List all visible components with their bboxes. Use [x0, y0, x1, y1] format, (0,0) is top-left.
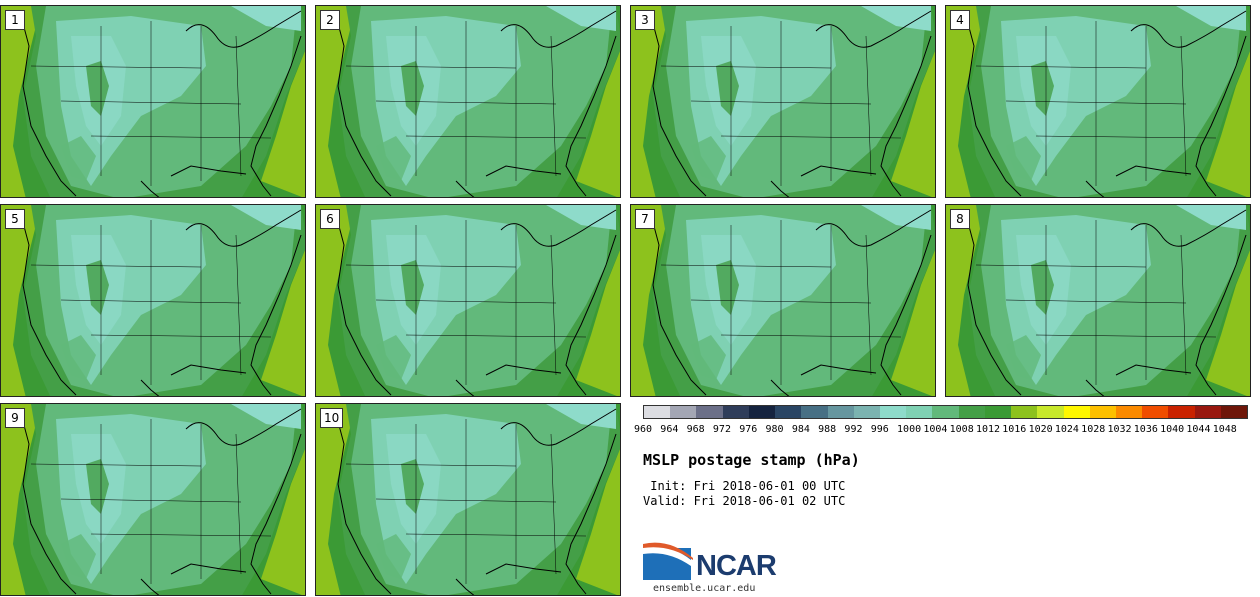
colorbar-tick: 1028	[1081, 424, 1106, 435]
colorbar-tick: 968	[686, 424, 705, 435]
colorbar-swatch	[1194, 406, 1221, 418]
colorbar-tick: 1048	[1212, 424, 1237, 435]
colorbar-tick: 1020	[1028, 424, 1053, 435]
colorbar-tick: 1008	[949, 424, 974, 435]
pressure-colorbar	[643, 405, 1248, 419]
colorbar-swatch	[827, 406, 854, 418]
colorbar-tick: 996	[870, 424, 889, 435]
colorbar-tick: 1024	[1054, 424, 1079, 435]
site-url: ensemble.ucar.edu	[653, 583, 756, 594]
colorbar-swatch	[670, 406, 697, 418]
member-number: 7	[635, 209, 655, 229]
ensemble-member-map-3: 3	[630, 5, 936, 198]
colorbar-tick: 1040	[1160, 424, 1185, 435]
colorbar-tick: 1004	[923, 424, 948, 435]
colorbar-swatch	[1037, 406, 1064, 418]
member-number: 6	[320, 209, 340, 229]
chart-title: MSLP postage stamp (hPa)	[643, 451, 860, 469]
colorbar-swatch	[879, 406, 907, 418]
colorbar-swatch	[1115, 406, 1143, 418]
member-number: 3	[635, 10, 655, 30]
ensemble-member-map-1: 1	[0, 5, 306, 198]
ensemble-member-map-5: 5	[0, 204, 306, 397]
colorbar-tick: 988	[818, 424, 837, 435]
member-number: 5	[5, 209, 25, 229]
colorbar-tick: 1032	[1107, 424, 1132, 435]
colorbar-swatch	[958, 406, 985, 418]
member-number: 8	[950, 209, 970, 229]
colorbar-tick: 1016	[1002, 424, 1027, 435]
colorbar-swatch	[1089, 406, 1116, 418]
colorbar-tick-labels: 960 964 968 972 976 980 984 988 992 996 1000 1004 10…	[632, 424, 1252, 438]
member-number: 9	[5, 408, 25, 428]
colorbar-tick: 984	[791, 424, 810, 435]
init-time: Init: Fri 2018-06-01 00 UTC	[643, 479, 846, 493]
ensemble-member-map-8: 8	[945, 204, 1251, 397]
colorbar-swatch	[1220, 406, 1248, 418]
colorbar-swatch	[775, 406, 802, 418]
colorbar-tick: 1012	[975, 424, 1001, 435]
logo-text: NCAR	[696, 550, 777, 582]
colorbar-tick: 964	[660, 424, 679, 435]
ensemble-member-map-6: 6	[315, 204, 621, 397]
colorbar-tick: 1000	[897, 424, 922, 435]
colorbar-tick: 1044	[1186, 424, 1211, 435]
colorbar-tick: 980	[765, 424, 784, 435]
ensemble-member-map-4: 4	[945, 5, 1251, 198]
colorbar-swatch	[906, 406, 933, 418]
colorbar-swatch	[748, 406, 776, 418]
colorbar-swatch	[722, 406, 749, 418]
colorbar-tick: 1036	[1133, 424, 1158, 435]
member-number: 4	[950, 10, 970, 30]
colorbar-swatch	[644, 406, 671, 418]
colorbar-swatch	[932, 406, 959, 418]
member-number: 10	[320, 408, 344, 428]
member-number: 2	[320, 10, 340, 30]
colorbar-swatch	[1168, 406, 1195, 418]
colorbar-swatch	[853, 406, 880, 418]
ensemble-member-map-7: 7	[630, 204, 936, 397]
colorbar-swatch	[1011, 406, 1038, 418]
colorbar-swatch	[984, 406, 1012, 418]
ensemble-member-map-9: 9	[0, 403, 306, 596]
colorbar-tick: 972	[712, 424, 731, 435]
colorbar-swatch	[696, 406, 723, 418]
colorbar-tick: 976	[739, 424, 758, 435]
colorbar-swatch	[1063, 406, 1090, 418]
colorbar-swatch	[801, 406, 828, 418]
colorbar-tick: 960	[634, 424, 653, 435]
ensemble-member-map-10: 10	[315, 403, 621, 596]
ensemble-member-map-2: 2	[315, 5, 621, 198]
valid-time: Valid: Fri 2018-06-01 02 UTC	[643, 494, 846, 508]
colorbar-tick: 992	[844, 424, 863, 435]
member-number: 1	[5, 10, 25, 30]
ncar-logo-icon	[643, 542, 693, 580]
colorbar-swatch	[1142, 406, 1169, 418]
